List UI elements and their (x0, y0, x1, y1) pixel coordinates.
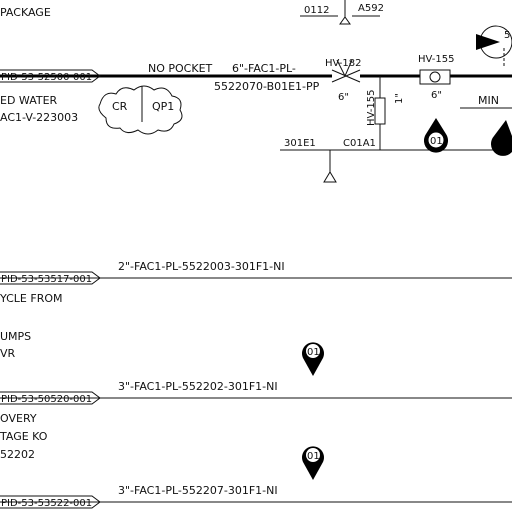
offpage-connector-4[interactable] (0, 495, 101, 509)
line1-spec1: 6"-FAC1-PL- (232, 62, 296, 75)
drain-valve-size: 1" (394, 93, 405, 104)
line2-desc1: YCLE FROM (0, 292, 63, 305)
line3-spec: 3"-FAC1-PL-552202-301F1-NI (118, 380, 278, 393)
check-valve-icon[interactable] (331, 69, 361, 83)
line3-id: PID-53-50520-001 (1, 394, 92, 405)
pin-marker-2[interactable]: 01 (302, 446, 324, 480)
drain-valve-tag: HV-155 (366, 90, 377, 126)
line3-desc1: UMPS (0, 330, 31, 343)
line3-desc4: TAGE KO (0, 430, 48, 443)
line1-id: PID-53-52500-001 (1, 72, 92, 83)
top-tag-right: A592 (358, 3, 384, 14)
pin2-label: 01 (307, 451, 320, 462)
top-triangle-icon (339, 16, 351, 25)
min-label: MIN (478, 94, 499, 107)
cloud-right-label: QP1 (152, 100, 174, 113)
check-valve-flap-icon (336, 59, 353, 78)
line3-desc3: OVERY (0, 412, 37, 425)
gate-valve-stem-icon (429, 71, 441, 83)
cloud-left-label: CR (112, 100, 128, 113)
line2-spec: 2"-FAC1-PL-5522003-301F1-NI (118, 260, 285, 273)
right-edge-text: 5 (504, 30, 510, 41)
line1-spec2: 5522070-B01E1-PP (214, 80, 320, 93)
pin1-label: 01 (307, 347, 320, 358)
valve1-tag: HV-182 (325, 58, 361, 69)
line1-desc1: ED WATER (0, 94, 58, 107)
line3-desc2: VR (0, 347, 16, 360)
line1-desc2: AC1-V-223003 (0, 111, 78, 124)
valve2-tag: HV-155 (418, 54, 454, 65)
offpage-connector-2[interactable] (0, 271, 101, 285)
package-label: PACKAGE (0, 6, 51, 19)
line4-id: PID-53-53522-001 (1, 498, 92, 509)
drain-valve-icon[interactable] (374, 97, 386, 125)
top-tag-left: 0112 (304, 5, 329, 16)
pin-marker-1[interactable]: 01 (302, 342, 324, 376)
ref-right: C01A1 (343, 138, 376, 149)
revision-cloud (98, 85, 183, 135)
line2-id: PID-53-53517-001 (1, 274, 92, 285)
valve2-size: 6" (431, 90, 442, 101)
instrument-bubble-1[interactable]: 01 (424, 118, 449, 153)
ref-left: 301E1 (284, 138, 316, 149)
ref-triangle-icon (323, 171, 337, 183)
line3-desc5: 52202 (0, 448, 35, 461)
bubble1-label: 01 (430, 136, 443, 147)
offpage-connector-3[interactable] (0, 391, 101, 405)
line4-spec: 3"-FAC1-PL-552207-301F1-NI (118, 484, 278, 497)
valve1-size: 6" (338, 92, 349, 103)
instrument-bubble-2[interactable] (491, 120, 512, 156)
no-pocket-label: NO POCKET (148, 62, 213, 75)
offpage-connector-1[interactable] (0, 69, 101, 83)
